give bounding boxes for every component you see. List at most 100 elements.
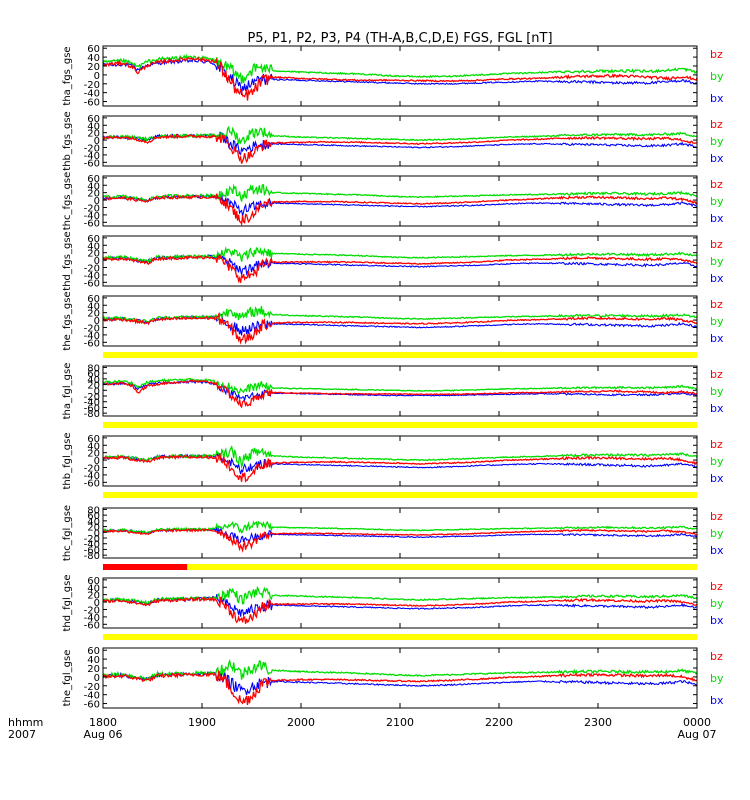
y-tick-label: 0 bbox=[94, 598, 100, 609]
legend-bz: bz bbox=[710, 118, 723, 131]
y-tick-label: 0 bbox=[94, 256, 100, 267]
y-tick-label: -20 bbox=[84, 682, 100, 693]
y-tick-label: -60 bbox=[84, 620, 100, 631]
legend-bz: bz bbox=[710, 580, 723, 593]
thc_fgs_gse-series-by bbox=[103, 183, 697, 203]
y-axis-label: the_fgl_gse bbox=[62, 650, 73, 707]
y-tick-label: 40 bbox=[87, 375, 100, 386]
tha_fgs_gse-series-by bbox=[103, 53, 697, 84]
y-tick-label: -60 bbox=[84, 98, 100, 109]
legend-bx: bx bbox=[710, 212, 724, 225]
y-axis-label: thb_fgs_gse bbox=[62, 111, 73, 170]
panel-frame bbox=[102, 115, 698, 167]
legend-bz: bz bbox=[710, 368, 723, 381]
y-axis-label: thc_fgs_gse bbox=[62, 172, 73, 231]
x-tick-label: 2300 bbox=[584, 716, 612, 729]
y-tick-label: -20 bbox=[84, 263, 100, 274]
y-tick-label: 0 bbox=[94, 456, 100, 467]
y-tick-label: 20 bbox=[87, 664, 100, 675]
x-axis-label-year: 2007 bbox=[8, 728, 36, 741]
y-tick-label: -20 bbox=[84, 80, 100, 91]
y-tick-label: 0 bbox=[94, 196, 100, 207]
y-tick-label: -40 bbox=[84, 613, 100, 624]
legend-bx: bx bbox=[710, 152, 724, 165]
y-tick-label: 0 bbox=[94, 386, 100, 397]
y-tick-label: -40 bbox=[84, 331, 100, 342]
y-tick-label: 20 bbox=[87, 189, 100, 200]
y-tick-label: -20 bbox=[84, 463, 100, 474]
legend-by: by bbox=[710, 385, 724, 398]
y-tick-label: 20 bbox=[87, 381, 100, 392]
legend-bz: bz bbox=[710, 48, 723, 61]
y-tick-label: -20 bbox=[84, 534, 100, 545]
y-axis-label: thb_fgl_gse bbox=[62, 433, 73, 490]
legend-bx: bx bbox=[710, 472, 724, 485]
legend-bx: bx bbox=[710, 614, 724, 627]
the_fgl_gse-series-bz bbox=[103, 670, 697, 705]
legend-bx: bx bbox=[710, 272, 724, 285]
flag-bar bbox=[103, 492, 697, 498]
y-axis-label: thd_fgl_gse bbox=[62, 575, 73, 632]
y-tick-label: 40 bbox=[87, 301, 100, 312]
y-tick-label: -20 bbox=[84, 323, 100, 334]
legend-by: by bbox=[710, 255, 724, 268]
x-tick-label: 2200 bbox=[485, 716, 513, 729]
legend-by: by bbox=[710, 672, 724, 685]
legend-by: by bbox=[710, 597, 724, 610]
y-tick-label: 20 bbox=[87, 129, 100, 140]
y-tick-label: 40 bbox=[87, 441, 100, 452]
y-tick-label: -60 bbox=[84, 278, 100, 289]
y-tick-label: -20 bbox=[84, 203, 100, 214]
thb_fgs_gse-series-bz bbox=[103, 133, 697, 164]
chart-title: P5, P1, P2, P3, P4 (TH-A,B,C,D,E) FGS, F… bbox=[247, 31, 552, 46]
y-tick-label: -40 bbox=[84, 691, 100, 702]
panel-frame bbox=[102, 577, 698, 629]
y-tick-label: 40 bbox=[87, 517, 100, 528]
panel-frame bbox=[102, 295, 698, 347]
x-tick-label: 2000 bbox=[287, 716, 315, 729]
y-tick-label: 40 bbox=[87, 583, 100, 594]
y-tick-label: 60 bbox=[87, 511, 100, 522]
x-tick-label: 0000 bbox=[683, 716, 711, 729]
y-tick-label: 0 bbox=[94, 528, 100, 539]
tha_fgl_gse-series-bz bbox=[103, 379, 697, 409]
flag-bar bbox=[103, 634, 697, 640]
thc_fgs_gse-series-bx bbox=[103, 194, 697, 217]
y-tick-label: 60 bbox=[87, 646, 100, 657]
y-tick-label: 40 bbox=[87, 121, 100, 132]
y-tick-label: 60 bbox=[87, 434, 100, 445]
legend-by: by bbox=[710, 135, 724, 148]
legend-bz: bz bbox=[710, 178, 723, 191]
x-axis-label-hhmm: hhmm bbox=[8, 716, 43, 729]
flag-bar-red bbox=[103, 564, 188, 570]
legend-bx: bx bbox=[710, 92, 724, 105]
y-tick-label: -20 bbox=[84, 143, 100, 154]
y-tick-label: -60 bbox=[84, 403, 100, 414]
thd_fgl_gse-series-bz bbox=[103, 596, 697, 624]
tha_fgs_gse-series-bz bbox=[103, 56, 697, 101]
tha_fgs_gse-series-bx bbox=[103, 58, 697, 96]
panel-frame bbox=[102, 235, 698, 287]
tha_fgl_gse-series-bx bbox=[103, 379, 697, 401]
y-tick-label: 0 bbox=[94, 316, 100, 327]
legend-by: by bbox=[710, 455, 724, 468]
y-tick-label: 60 bbox=[87, 576, 100, 587]
legend-bz: bz bbox=[710, 510, 723, 523]
y-tick-label: -60 bbox=[84, 158, 100, 169]
y-axis-label: tha_fgl_gse bbox=[62, 363, 73, 420]
y-tick-label: 60 bbox=[87, 44, 100, 55]
y-tick-label: -40 bbox=[84, 398, 100, 409]
y-tick-label: 60 bbox=[87, 234, 100, 245]
thc_fgl_gse-series-bz bbox=[103, 528, 697, 553]
y-tick-label: 60 bbox=[87, 369, 100, 380]
y-tick-label: -20 bbox=[84, 392, 100, 403]
y-tick-label: -40 bbox=[84, 471, 100, 482]
thc_fgs_gse-series-bz bbox=[103, 193, 697, 226]
